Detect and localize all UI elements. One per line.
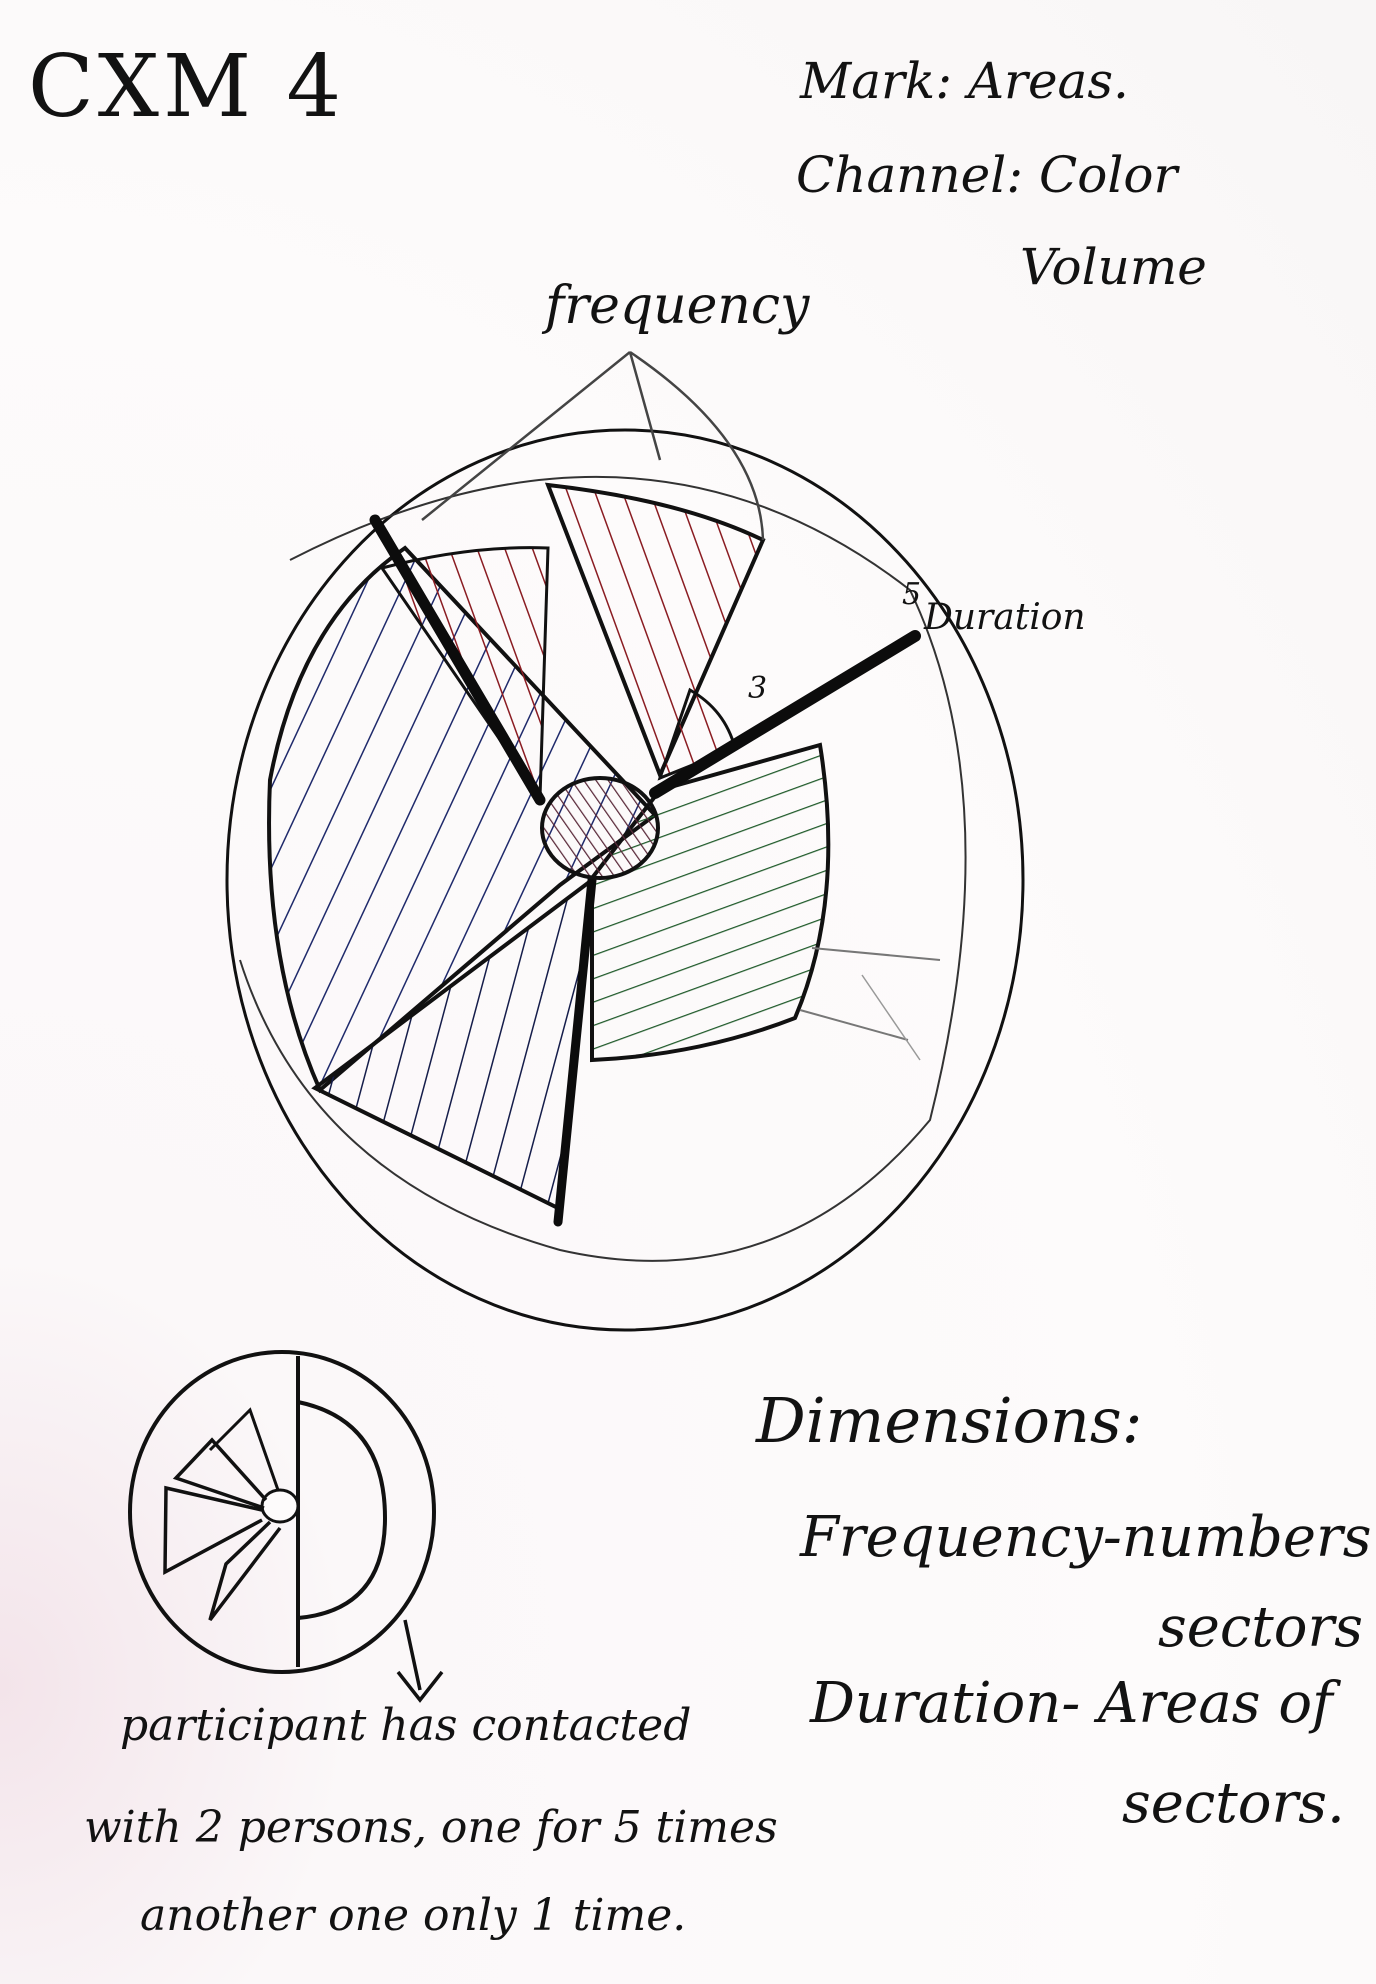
sector-red-upper	[544, 482, 766, 781]
mark-label: Mark: Areas.	[800, 52, 1129, 110]
sector-blue-large	[267, 545, 658, 1094]
center-hub	[540, 776, 660, 880]
example-diagram	[128, 1350, 444, 1703]
pencil-guide-2	[799, 1009, 909, 1041]
dimensions-heading: Dimensions:	[756, 1384, 1143, 1457]
duration-tick-5: 5	[902, 577, 922, 612]
spoke-bottom	[553, 875, 597, 1227]
duration-tick-3: 3	[748, 671, 768, 706]
dimensions-line-3: Duration- Areas of	[810, 1671, 1333, 1736]
dimensions-line-4: sectors.	[1122, 1771, 1345, 1836]
example-note-line-2: with 2 persons, one for 5 times	[84, 1802, 778, 1853]
page-title: CXM 4	[28, 37, 346, 137]
duration-axis	[649, 630, 921, 799]
channel-label: Channel: Color	[796, 146, 1178, 204]
dimensions-line-2: sectors	[1158, 1595, 1363, 1660]
spoke-left	[369, 514, 546, 806]
frequency-label: frequency	[545, 276, 810, 336]
pencil-guide-3	[861, 974, 921, 1061]
dimensions-line-1: Frequency-numbers of	[800, 1505, 1376, 1570]
example-note-line-1: participant has contacted	[120, 1700, 692, 1751]
duration-label: Duration	[924, 597, 1086, 638]
example-arrow	[396, 1619, 444, 1703]
outer-circle	[225, 428, 1025, 1332]
channel-volume-label: Volume	[1020, 238, 1207, 296]
example-note-line-3: another one only 1 time.	[140, 1890, 687, 1941]
outer-circle-sketch	[239, 476, 967, 1262]
pencil-guide-1	[811, 947, 941, 961]
frequency-pointer	[421, 350, 765, 541]
